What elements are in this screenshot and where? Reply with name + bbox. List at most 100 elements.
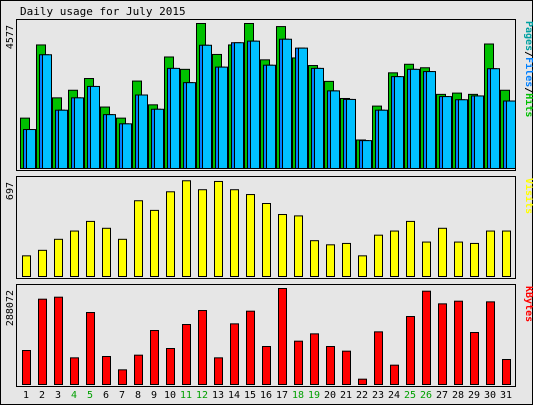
bar-kbytes-day-22: [358, 378, 367, 385]
bar-kbytes-day-15: [246, 310, 255, 385]
panel-hits-files-pages: 4577 Pages/Files/Hits: [5, 19, 533, 171]
legend-visits: Visits: [523, 178, 533, 214]
bar-pages-day-31: [506, 100, 516, 169]
day-label-11: 11: [180, 390, 192, 401]
bar-visits-day-20: [326, 244, 335, 278]
bar-visits-day-23: [374, 234, 383, 277]
bar-kbytes-day-17: [278, 288, 287, 385]
day-label-29: 29: [468, 390, 480, 401]
bar-kbytes-day-9: [150, 330, 159, 385]
bar-pages-day-1: [26, 129, 36, 170]
bar-kbytes-day-19: [310, 333, 319, 386]
bar-visits-day-6: [102, 227, 111, 277]
day-label-7: 7: [119, 390, 125, 401]
bar-pages-day-21: [346, 98, 356, 169]
day-label-6: 6: [103, 390, 109, 401]
day-label-30: 30: [484, 390, 496, 401]
bar-pages-day-16: [266, 64, 276, 169]
bar-pages-day-3: [58, 109, 68, 169]
day-label-21: 21: [340, 390, 352, 401]
day-label-1: 1: [23, 390, 29, 401]
bar-kbytes-day-6: [102, 356, 111, 385]
bar-visits-day-22: [358, 255, 367, 277]
bar-pages-day-12: [202, 44, 212, 169]
bar-kbytes-day-27: [438, 303, 447, 385]
bar-visits-day-10: [166, 191, 175, 277]
day-label-18: 18: [292, 390, 304, 401]
bar-visits-day-13: [214, 180, 223, 277]
ymax-label-kbytes: 288072: [5, 290, 16, 326]
ymax-label-hits-files-pages: 4577: [5, 25, 16, 49]
bar-visits-day-31: [502, 230, 511, 278]
bar-visits-day-30: [486, 230, 495, 278]
bar-kbytes-day-16: [262, 346, 271, 385]
bar-visits-day-21: [342, 242, 351, 277]
legend-item-hits-files-pages-2: Files: [523, 57, 533, 87]
bar-pages-day-8: [138, 94, 148, 169]
day-label-13: 13: [212, 390, 224, 401]
day-label-23: 23: [372, 390, 384, 401]
day-label-5: 5: [87, 390, 93, 401]
bar-visits-day-17: [278, 214, 287, 277]
legend-item-visits-0: Visits: [523, 178, 533, 214]
bar-visits-day-25: [406, 220, 415, 277]
bar-pages-day-9: [154, 108, 164, 170]
bar-visits-day-7: [118, 238, 127, 278]
bar-visits-day-16: [262, 203, 271, 277]
bar-visits-day-5: [86, 220, 95, 277]
legend-item-hits-files-pages-3: /: [523, 87, 533, 93]
day-label-20: 20: [324, 390, 336, 401]
bar-kbytes-day-1: [22, 350, 31, 385]
day-label-25: 25: [404, 390, 416, 401]
bar-kbytes-day-28: [454, 300, 463, 386]
bar-kbytes-day-23: [374, 331, 383, 385]
bar-kbytes-day-24: [390, 364, 399, 386]
bar-pages-day-22: [362, 140, 372, 169]
legend-item-hits-files-pages-4: Hits: [523, 93, 533, 117]
legend-item-hits-files-pages-1: /: [523, 51, 533, 57]
bar-pages-day-20: [330, 90, 340, 169]
bar-visits-day-28: [454, 241, 463, 277]
bar-kbytes-day-14: [230, 323, 239, 386]
bar-kbytes-day-25: [406, 316, 415, 385]
day-label-16: 16: [260, 390, 272, 401]
bar-pages-day-30: [490, 68, 500, 169]
bar-kbytes-day-13: [214, 357, 223, 385]
bar-pages-day-27: [442, 96, 452, 169]
bar-kbytes-day-18: [294, 340, 303, 385]
bar-kbytes-day-26: [422, 290, 431, 386]
bar-kbytes-day-4: [70, 357, 79, 385]
bar-pages-day-6: [106, 114, 116, 169]
chart-title: Daily usage for July 2015: [20, 5, 186, 18]
bar-visits-day-9: [150, 209, 159, 277]
day-label-2: 2: [39, 390, 45, 401]
bar-pages-day-18: [298, 47, 308, 169]
bar-kbytes-day-5: [86, 312, 95, 386]
day-label-15: 15: [244, 390, 256, 401]
bar-kbytes-day-29: [470, 332, 479, 386]
bar-kbytes-day-21: [342, 350, 351, 385]
panel-visits: 697 Visits: [5, 176, 533, 279]
bar-pages-day-7: [122, 123, 132, 169]
bar-pages-day-14: [234, 42, 244, 169]
bar-visits-day-24: [390, 230, 399, 278]
bar-visits-day-1: [22, 255, 31, 277]
bar-pages-day-26: [426, 71, 436, 169]
legend-kbytes: KBytes: [523, 286, 533, 322]
bar-visits-day-4: [70, 230, 79, 278]
day-label-17: 17: [276, 390, 288, 401]
day-label-19: 19: [308, 390, 320, 401]
day-label-9: 9: [151, 390, 157, 401]
legend-hits-files-pages: Pages/Files/Hits: [523, 21, 533, 117]
bar-kbytes-day-30: [486, 301, 495, 386]
day-label-28: 28: [452, 390, 464, 401]
bar-visits-day-29: [470, 242, 479, 277]
bar-pages-day-13: [218, 66, 228, 169]
day-label-3: 3: [55, 390, 61, 401]
day-label-22: 22: [356, 390, 368, 401]
bar-pages-day-23: [378, 109, 388, 169]
bar-kbytes-day-3: [54, 296, 63, 386]
bar-pages-day-10: [170, 67, 180, 169]
bar-pages-day-29: [474, 95, 484, 169]
